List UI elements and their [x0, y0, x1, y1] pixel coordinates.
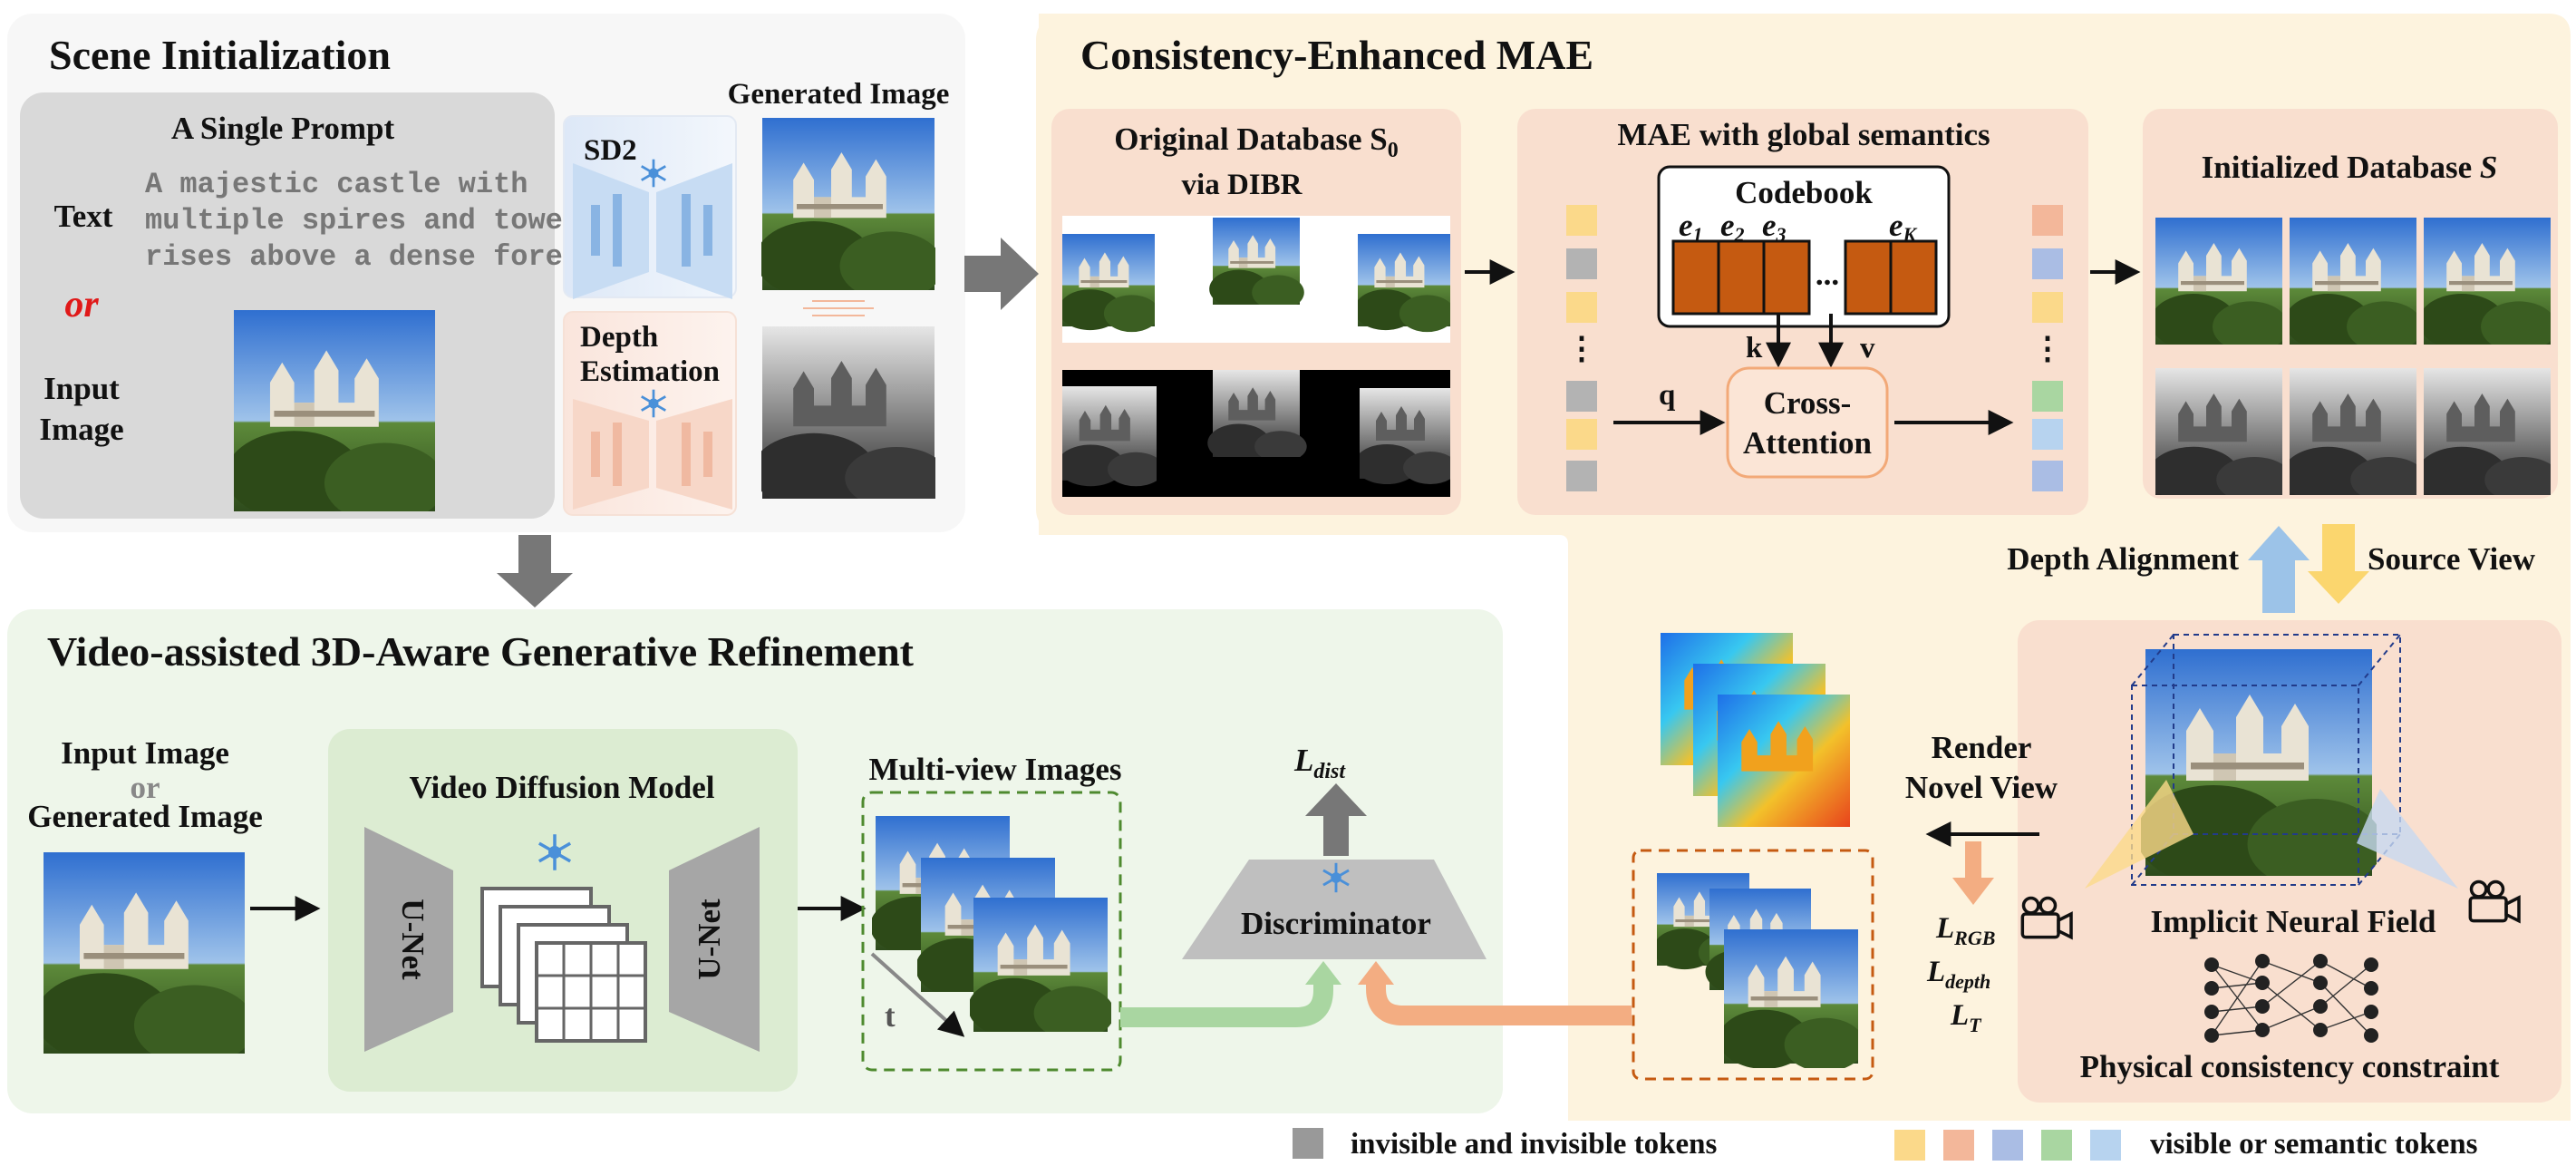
refine-input-or: or: [130, 770, 160, 805]
discriminator-out-arrow: [1305, 783, 1367, 856]
gen-depth-link: [803, 300, 874, 316]
refine-input-image: [44, 852, 245, 1054]
multiview-to-disc-arrowhead: [1305, 961, 1341, 985]
input-label-line1: Input: [44, 371, 120, 406]
text-label: Text: [54, 199, 113, 234]
input-tokens-vdots: ⋮: [1566, 331, 1598, 366]
source-view-arrow: [2308, 524, 2369, 604]
multiview-frame: [861, 791, 1122, 1072]
input-label-line2: Image: [39, 412, 123, 447]
nerf-volume: [2085, 634, 2458, 889]
generated-image: [761, 118, 935, 290]
or-label: or: [64, 284, 99, 326]
depth-label-line2: Estimation: [580, 355, 720, 388]
sd2-block: [563, 115, 737, 299]
legend-invisible-swatch: [1293, 1128, 1323, 1159]
generated-image-title: Generated Image: [728, 78, 950, 111]
v-label: v: [1860, 332, 1875, 364]
render-to-disc-arrow: [1366, 977, 1632, 1025]
legend-invisible-label: invisible and invisible tokens: [1351, 1128, 1718, 1161]
video-frames-grid: [480, 887, 647, 1043]
codebook-ellipsis: ...: [1816, 257, 1839, 292]
codebook-entries: [1671, 239, 1938, 316]
code-eK: eK: [1889, 208, 1918, 246]
sd2-label: SD2: [584, 134, 637, 167]
time-axis-label: t: [885, 998, 896, 1034]
output-tokens: [2032, 205, 2063, 491]
phys-constraint-label: Physical consistency constraint: [2080, 1049, 2500, 1084]
q-label: q: [1659, 379, 1676, 412]
source-view-label: Source View: [2368, 541, 2536, 577]
multiview-to-disc-arrow: [1120, 977, 1333, 1027]
k-label: k: [1746, 332, 1763, 364]
input-tokens: [1566, 205, 1597, 491]
refine-input-line1: Input Image: [61, 735, 229, 771]
cross-attention-line1: Cross-: [1764, 385, 1852, 421]
input-image: [234, 310, 435, 511]
arrow-to-mae: [964, 238, 1039, 310]
unet-left: [364, 827, 453, 1052]
cross-attention-line2: Attention: [1743, 425, 1872, 461]
l-dist-label: Ldist: [1293, 743, 1346, 783]
vdm-title: Video Diffusion Model: [409, 770, 714, 805]
inf-label: Implicit Neural Field: [2151, 904, 2437, 939]
depth-estimation-block: [563, 311, 737, 516]
original-db-images: [1062, 216, 1450, 497]
prompt-title: A Single Prompt: [171, 111, 395, 146]
discriminator-label: Discriminator: [1241, 906, 1431, 941]
unet-left-label: U-Net: [395, 899, 431, 980]
render-label-line2: Novel View: [1905, 770, 2058, 805]
arrow-to-refine: [497, 535, 573, 607]
time-axis-arrow: [870, 952, 965, 1037]
code-e3: e3: [1762, 208, 1787, 246]
original-db-title: Original Database S0: [1114, 121, 1398, 162]
rendered-views-frame: [1632, 849, 1874, 1081]
depth-alignment-arrow: [2248, 526, 2310, 613]
l-t-label: LT: [1950, 999, 1982, 1036]
multiview-title: Multi-view Images: [869, 752, 1122, 787]
mlp-network-icon: [2204, 954, 2378, 1043]
unet-right: [669, 827, 760, 1052]
codebook-label: Codebook: [1735, 175, 1873, 210]
loss-arrow: [1952, 841, 1994, 905]
prompt-line-2: multiple spires and towers: [145, 204, 597, 238]
depth-alignment-label: Depth Alignment: [2007, 541, 2239, 577]
code-e1: e1: [1679, 208, 1703, 246]
render-to-disc-arrowhead: [1358, 961, 1394, 985]
refine-title: Video-assisted 3D-Aware Generative Refin…: [47, 628, 915, 675]
prompt-line-1: A majestic castle with: [145, 168, 528, 201]
l-rgb-label: LRGB: [1935, 912, 1995, 949]
legend-visible-label: visible or semantic tokens: [2150, 1128, 2478, 1161]
unet-right-label: U-Net: [692, 899, 727, 980]
depth-label-line1: Depth: [580, 321, 658, 354]
mae-global-title: MAE with global semantics: [1617, 117, 1990, 152]
scene-init-title: Scene Initialization: [49, 32, 391, 78]
refine-input-line2: Generated Image: [27, 799, 263, 834]
output-tokens-vdots: ⋮: [2032, 331, 2064, 366]
code-e2: e2: [1720, 208, 1745, 246]
discriminator-shape: [1182, 860, 1487, 959]
l-depth-label: Ldepth: [1926, 956, 1990, 993]
render-label-line1: Render: [1932, 730, 2032, 765]
init-db-title: Initialized Database S: [2202, 150, 2498, 185]
generated-depth-map: [761, 326, 935, 499]
cross-attention-box: [1726, 366, 1889, 479]
mae-title: Consistency-Enhanced MAE: [1080, 32, 1593, 78]
legend-visible-swatches: [1894, 1130, 2121, 1161]
via-dibr-label: via DIBR: [1182, 169, 1303, 201]
